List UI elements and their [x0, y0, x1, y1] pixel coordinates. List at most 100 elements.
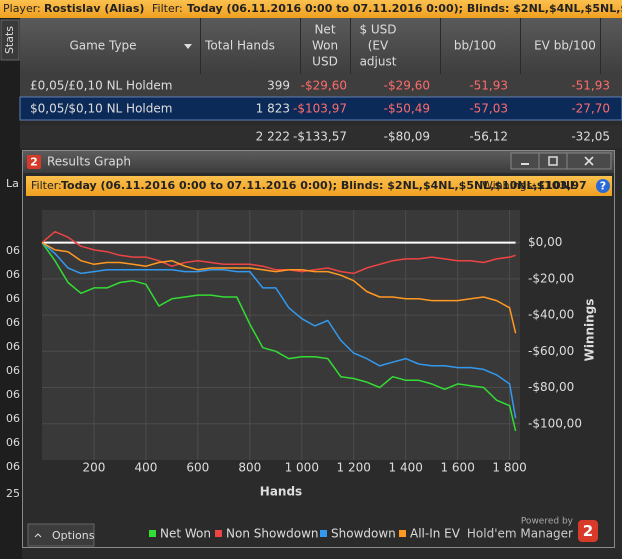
series-line — [41, 242, 517, 419]
sort-dropdown[interactable] — [184, 44, 192, 49]
background-row: 06 — [6, 436, 20, 449]
total-cell: 2 222 — [256, 130, 290, 144]
stats-tab-label: Stats — [3, 26, 16, 54]
column-header: Net — [314, 23, 335, 37]
legend-swatch — [149, 530, 156, 537]
table-row-selected[interactable] — [19, 96, 622, 121]
cell: -$103,97 — [293, 102, 347, 116]
background-strip — [0, 150, 22, 559]
cell: £0,05/£0,10 NL Holdem — [30, 79, 172, 93]
x-tick-label: 1 400 — [389, 461, 423, 475]
legend-label: Non Showdown — [226, 527, 319, 541]
window-buttons — [510, 152, 612, 170]
plot: 200 400 600 800 1 000 1 200 1 400 1 600 1 800 $0,… — [41, 210, 582, 475]
total-cell: -$133,57 — [293, 130, 347, 144]
close-glyph — [584, 156, 594, 166]
player-label: Player: — [3, 2, 41, 15]
background-fragments: La 06 06 06 06 06 06 06 06 06 06 25 — [0, 150, 22, 559]
winnings-value: -$103,97 — [532, 179, 587, 192]
total-cell: -56,12 — [469, 130, 508, 144]
legend-swatch — [215, 530, 222, 537]
column-header: bb/100 — [454, 39, 496, 53]
background-row: 06 — [6, 364, 20, 377]
maximize-glyph — [548, 156, 558, 166]
brand-name: Hold'em Manager — [467, 527, 573, 541]
background-row: 06 — [6, 316, 20, 329]
window-titlebar — [23, 151, 614, 173]
filter-label: Filter: — [152, 2, 183, 15]
background-row: 06 — [6, 340, 20, 353]
minimize-button[interactable] — [510, 152, 540, 170]
help-glyph: ? — [600, 180, 606, 193]
total-cell: -32,05 — [571, 130, 610, 144]
background-row: 06 — [6, 292, 20, 305]
column-header: $ USD — [359, 23, 396, 37]
help-button[interactable] — [596, 179, 610, 193]
column-header: USD — [312, 55, 338, 69]
options-label: Options — [52, 529, 95, 542]
total-cell: -$80,09 — [384, 130, 430, 144]
window-filter-label: Filter: — [31, 179, 62, 192]
cell: -$29,60 — [384, 79, 430, 93]
window-filter-bar — [26, 176, 612, 196]
cell: -51,93 — [469, 79, 508, 93]
options-button[interactable] — [27, 523, 95, 547]
window-title: Results Graph — [47, 155, 131, 169]
column-header: adjust — [360, 55, 397, 69]
window-filter-text: Today (06.11.2016 0:00 to 07.11.2016 0:0… — [61, 179, 577, 192]
y-tick-label: $0,00 — [528, 235, 562, 249]
x-tick-label: 1 600 — [440, 461, 474, 475]
top-bar — [0, 0, 622, 18]
background-row: 06 — [6, 412, 20, 425]
cell: -$29,60 — [301, 79, 347, 93]
filter-text: Today (06.11.2016 0:00 to 07.11.2016 0:0… — [187, 2, 622, 15]
y-tick-label: -$20,00 — [528, 271, 574, 285]
x-tick-label: 800 — [238, 461, 261, 475]
column-header: (EV — [368, 39, 389, 53]
table-totals — [20, 125, 622, 148]
x-tick-label: 1 800 — [492, 461, 526, 475]
background-row: 06 — [6, 268, 20, 281]
x-tick-label: 1 200 — [337, 461, 371, 475]
cell: -51,93 — [571, 79, 610, 93]
legend-label: Showdown — [331, 527, 396, 541]
brand-logo-text: 2 — [583, 522, 593, 540]
stats-tab[interactable] — [0, 19, 20, 61]
legend-swatch — [399, 530, 406, 537]
legend: Net Won Non Showdown Showdown All-In EV — [149, 527, 461, 541]
y-tick-label: -$100,00 — [528, 416, 582, 430]
cell: -57,03 — [469, 102, 508, 116]
cell: $0,05/$0,10 NL Holdem — [30, 102, 172, 116]
maximize-button[interactable] — [538, 152, 568, 170]
table: Game Type Total Hands Net Won USD $ USD (EV adj… — [30, 18, 610, 144]
cell: 1 823 — [256, 102, 290, 116]
legend-label: All-In EV — [410, 527, 461, 541]
brand-logo — [578, 520, 598, 542]
options-caret — [34, 533, 42, 538]
x-axis-label: Hands — [260, 485, 302, 499]
column-header: EV bb/100 — [534, 39, 596, 53]
background-row: 06 — [6, 244, 20, 257]
table-row[interactable] — [20, 74, 622, 97]
background-tab: La — [6, 177, 19, 190]
window-icon: 2 — [30, 156, 38, 169]
series-line — [41, 241, 517, 334]
series-line — [41, 242, 517, 432]
y-tick-label: -$80,00 — [528, 380, 574, 394]
column-header: Game Type — [69, 39, 136, 53]
column-header: Won — [312, 39, 338, 53]
legend-label: Net Won — [160, 527, 211, 541]
column-header: Total Hands — [204, 39, 275, 53]
x-tick-label: 600 — [186, 461, 209, 475]
x-tick-label: 1 000 — [285, 461, 319, 475]
player-name: Rostislav (Alias) — [44, 2, 144, 15]
powered-by: Powered by — [521, 517, 574, 527]
y-tick-label: -$60,00 — [528, 344, 574, 358]
cell: 399 — [267, 79, 290, 93]
x-tick-label: 400 — [134, 461, 157, 475]
minimize-glyph — [521, 163, 529, 165]
cell: -$50,49 — [384, 102, 430, 116]
y-axis-label: Winnings — [583, 299, 597, 362]
